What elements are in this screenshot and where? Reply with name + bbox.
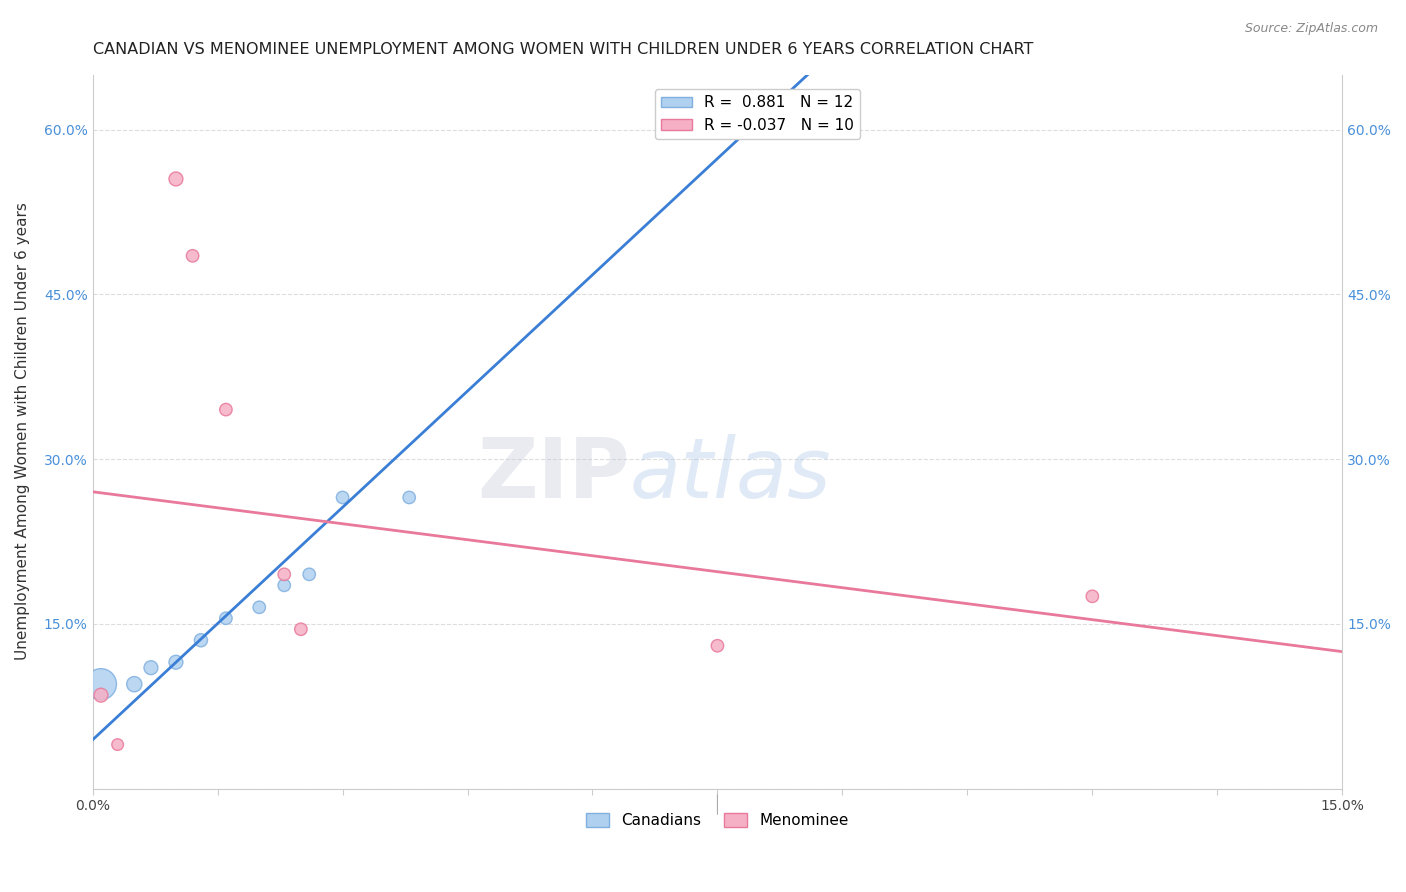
Point	[90, 688, 112, 702]
Point	[139, 661, 162, 675]
Point	[332, 491, 354, 505]
Point	[181, 249, 204, 263]
Point	[165, 655, 187, 669]
Point	[124, 677, 146, 691]
Point	[290, 622, 312, 636]
Point	[215, 611, 238, 625]
Text: Source: ZipAtlas.com: Source: ZipAtlas.com	[1244, 22, 1378, 36]
Point	[273, 578, 295, 592]
Point	[706, 639, 728, 653]
Point	[247, 600, 270, 615]
Point	[90, 677, 112, 691]
Point	[298, 567, 321, 582]
Point	[706, 106, 728, 120]
Point	[398, 491, 420, 505]
Legend: Canadians, Menominee: Canadians, Menominee	[581, 807, 855, 834]
Point	[107, 738, 129, 752]
Y-axis label: Unemployment Among Women with Children Under 6 years: Unemployment Among Women with Children U…	[15, 202, 30, 660]
Point	[165, 172, 187, 186]
Point	[1081, 590, 1104, 604]
Point	[215, 402, 238, 417]
Point	[273, 567, 295, 582]
Text: atlas: atlas	[630, 434, 831, 515]
Point	[190, 633, 212, 648]
Text: CANADIAN VS MENOMINEE UNEMPLOYMENT AMONG WOMEN WITH CHILDREN UNDER 6 YEARS CORRE: CANADIAN VS MENOMINEE UNEMPLOYMENT AMONG…	[93, 42, 1033, 57]
Text: ZIP: ZIP	[478, 434, 630, 515]
